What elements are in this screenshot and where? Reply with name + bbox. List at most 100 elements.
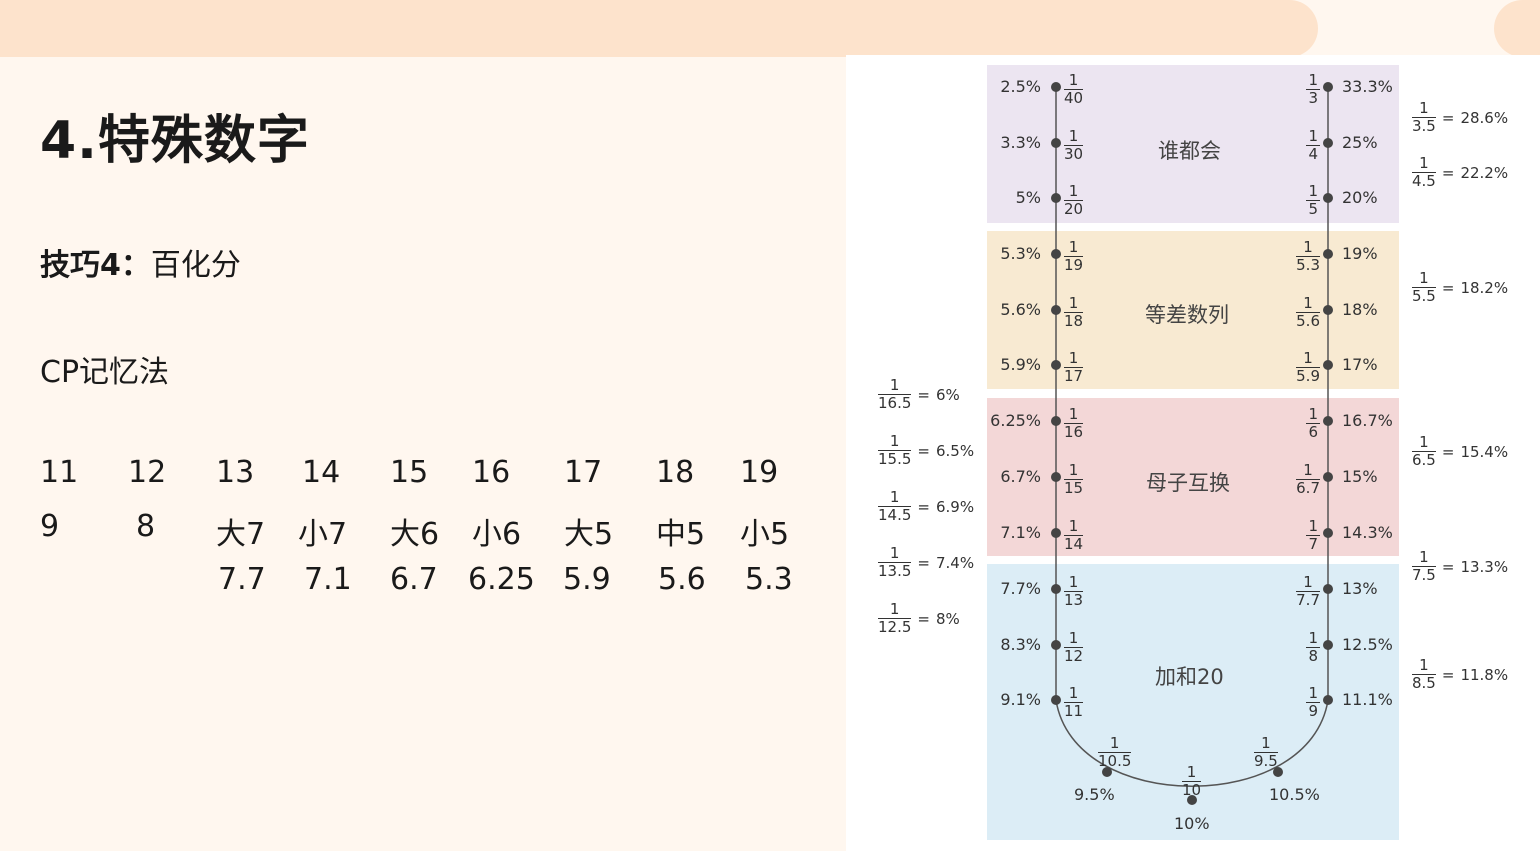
fraction-label: 1 17 [1064,350,1084,385]
fraction-denominator: 30 [1064,145,1084,163]
fraction-label: 1 20 [1064,183,1084,218]
curve-point [1323,82,1333,92]
percent-label: 14.3% [1342,523,1393,542]
fraction-numerator: 1 [1306,629,1320,648]
header-banner-right [1494,0,1540,57]
curve-point [1051,138,1061,148]
table-cell: 18 [656,455,695,490]
table-cell: 大7 [216,517,266,552]
band-label: 母子互换 [1146,471,1230,495]
fraction-numerator: 1 [1296,295,1320,313]
percent-label: 6.7% [1000,467,1041,486]
method-label: CP记忆法 [40,355,170,390]
curve-point [1051,360,1061,370]
percent-label: 20% [1342,188,1378,207]
table-cell: 5.6 [658,562,706,597]
fraction-denominator: 3.5 [1412,117,1436,135]
fraction-label: 1 40 [1064,72,1084,107]
diagram-lines [1055,87,1329,787]
fraction-label: 1 5.5 [1412,270,1436,305]
percent-label: 18% [1342,300,1378,319]
curve-point [1051,416,1061,426]
fraction-denominator: 19 [1064,256,1084,274]
fraction-label: 1 12 [1064,630,1084,665]
fraction-label: 1 6.7 [1296,462,1320,497]
fraction-numerator: 1 [1306,182,1320,201]
curve-point [1051,249,1061,259]
percent-value: 18.2% [1460,278,1509,297]
percent-label: 33.3% [1342,77,1393,96]
fraction-numerator: 1 [878,489,912,507]
table-cell: 小7 [298,517,348,552]
fraction-numerator: 1 [1064,406,1084,424]
percent-value: 6% [935,385,960,404]
fraction-label: 1 5.3 [1296,239,1320,274]
fraction-numerator: 1 [1412,100,1436,118]
curve-point [1323,416,1333,426]
fraction-numerator: 1 [1412,434,1436,452]
fraction-denominator: 13.5 [878,562,912,580]
equals-sign: = [1441,278,1455,297]
table-cell: 9 [40,509,60,544]
percent-label: 10.5% [1269,785,1320,804]
fraction-denominator: 40 [1064,89,1084,107]
tip-line: 技巧4：百化分 [40,240,241,284]
percent-label: 16.7% [1342,411,1393,430]
tip-label: 技巧4： [40,248,151,283]
percent-label: 7.7% [1000,579,1041,598]
fraction-label: 1 16.5 [878,377,912,412]
fraction-numerator: 1 [1064,574,1084,592]
fraction-denominator: 9 [1308,702,1318,720]
percent-value: 15.4% [1460,442,1509,461]
fraction-numerator: 1 [1296,350,1320,368]
band-label: 加和20 [1155,665,1224,689]
fraction-numerator: 1 [1064,239,1084,257]
percent-label: 19% [1342,244,1378,263]
fraction-label: 1 3.5 [1412,100,1436,135]
equals-sign: = [917,553,930,572]
percent-value: 13.3% [1460,557,1509,576]
fraction-denominator: 5.3 [1296,256,1320,274]
fraction-numerator: 1 [878,601,912,619]
fraction-label: 1 7.5 [1412,549,1436,584]
fraction-numerator: 1 [1064,518,1084,536]
percent-label: 15% [1342,467,1378,486]
band-label: 谁都会 [1158,139,1221,163]
fraction-denominator: 17 [1064,367,1084,385]
fraction-denominator: 4 [1308,145,1318,163]
curve-point [1051,528,1061,538]
table-cell: 5.3 [745,562,793,597]
fraction-label: 1 15.5 [878,433,912,468]
fraction-numerator: 1 [1296,462,1320,480]
fraction-percent-formula: 1 16.5 = 6% [878,377,960,412]
fraction-denominator: 11 [1064,702,1084,720]
fraction-numerator: 1 [1098,735,1132,753]
table-cell: 13 [216,455,255,490]
fraction-denominator: 13 [1064,591,1084,609]
fraction-numerator: 1 [1412,155,1436,173]
fraction-numerator: 1 [1306,684,1320,703]
fraction-label: 1 18 [1064,295,1084,330]
table-cell: 19 [740,455,779,490]
fraction-denominator: 10 [1182,781,1202,799]
fraction-denominator: 16 [1064,423,1084,441]
percent-value: 6.5% [935,441,975,460]
fraction-numerator: 1 [1296,574,1320,592]
fraction-denominator: 5.5 [1412,287,1436,305]
fraction-label: 1 13 [1064,574,1084,609]
percent-label: 2.5% [1000,77,1041,96]
curve-point [1051,305,1061,315]
fraction-denominator: 7.7 [1296,591,1320,609]
fraction-numerator: 1 [878,377,912,395]
percent-label: 5.3% [1000,244,1041,263]
fraction-percent-formula: 1 5.5 = 18.2% [1412,270,1508,305]
percent-label: 6.25% [990,411,1041,430]
fraction-percent-formula: 1 8.5 = 11.8% [1412,657,1508,692]
fraction-denominator: 12.5 [878,618,912,636]
percent-value: 28.6% [1460,108,1509,127]
fraction-numerator: 1 [1064,183,1084,201]
equals-sign: = [917,497,930,516]
fraction-denominator: 7 [1308,535,1318,553]
